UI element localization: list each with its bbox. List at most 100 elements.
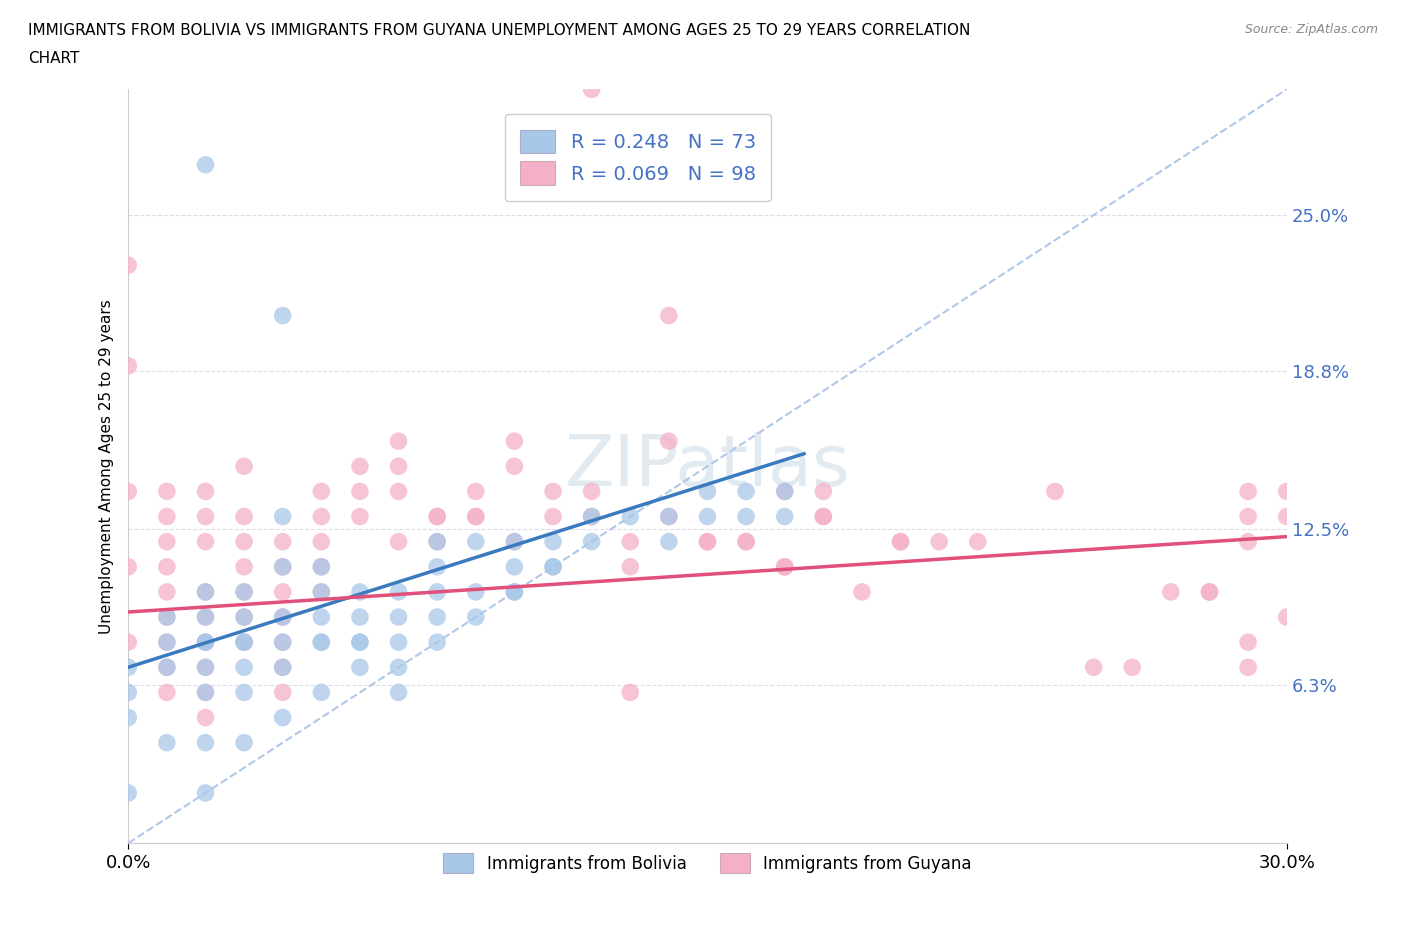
Point — [271, 634, 294, 649]
Point — [271, 584, 294, 599]
Point — [1160, 584, 1182, 599]
Point — [773, 484, 796, 498]
Point — [541, 559, 564, 574]
Point — [464, 509, 486, 524]
Point — [271, 534, 294, 549]
Point — [194, 660, 217, 675]
Point — [117, 258, 139, 272]
Point — [117, 786, 139, 801]
Point — [233, 584, 256, 599]
Point — [194, 685, 217, 700]
Point — [1198, 584, 1220, 599]
Point — [851, 584, 873, 599]
Point — [1198, 584, 1220, 599]
Point — [194, 634, 217, 649]
Point — [194, 534, 217, 549]
Point — [233, 736, 256, 751]
Point — [1237, 509, 1260, 524]
Point — [233, 685, 256, 700]
Point — [271, 559, 294, 574]
Point — [387, 584, 409, 599]
Point — [271, 711, 294, 725]
Point — [156, 609, 179, 624]
Point — [194, 609, 217, 624]
Point — [813, 509, 835, 524]
Point — [156, 660, 179, 675]
Point — [773, 509, 796, 524]
Point — [311, 509, 333, 524]
Point — [349, 509, 371, 524]
Point — [696, 534, 718, 549]
Point — [426, 609, 449, 624]
Point — [387, 458, 409, 473]
Point — [619, 534, 641, 549]
Point — [271, 609, 294, 624]
Point — [194, 609, 217, 624]
Point — [813, 484, 835, 498]
Point — [156, 609, 179, 624]
Point — [387, 433, 409, 448]
Point — [271, 660, 294, 675]
Point — [349, 584, 371, 599]
Point — [194, 685, 217, 700]
Point — [156, 534, 179, 549]
Point — [619, 509, 641, 524]
Point — [156, 736, 179, 751]
Point — [387, 484, 409, 498]
Point — [426, 559, 449, 574]
Text: Source: ZipAtlas.com: Source: ZipAtlas.com — [1244, 23, 1378, 36]
Point — [311, 534, 333, 549]
Point — [117, 358, 139, 373]
Point — [311, 484, 333, 498]
Point — [1043, 484, 1066, 498]
Point — [233, 634, 256, 649]
Point — [464, 534, 486, 549]
Point — [581, 509, 603, 524]
Point — [503, 458, 526, 473]
Point — [581, 82, 603, 97]
Point — [1275, 609, 1298, 624]
Point — [890, 534, 912, 549]
Point — [658, 308, 681, 323]
Point — [426, 534, 449, 549]
Point — [464, 484, 486, 498]
Point — [1237, 484, 1260, 498]
Point — [966, 534, 988, 549]
Point — [696, 509, 718, 524]
Point — [619, 685, 641, 700]
Point — [194, 736, 217, 751]
Point — [194, 584, 217, 599]
Point — [1121, 660, 1143, 675]
Point — [194, 584, 217, 599]
Point — [271, 660, 294, 675]
Point — [658, 433, 681, 448]
Point — [233, 634, 256, 649]
Point — [658, 509, 681, 524]
Point — [311, 584, 333, 599]
Point — [813, 509, 835, 524]
Point — [156, 685, 179, 700]
Point — [773, 559, 796, 574]
Point — [233, 458, 256, 473]
Point — [387, 634, 409, 649]
Point — [194, 484, 217, 498]
Point — [271, 609, 294, 624]
Point — [311, 609, 333, 624]
Point — [194, 157, 217, 172]
Point — [349, 609, 371, 624]
Point — [503, 534, 526, 549]
Point — [233, 584, 256, 599]
Point — [387, 685, 409, 700]
Point — [117, 685, 139, 700]
Point — [581, 484, 603, 498]
Point — [1275, 484, 1298, 498]
Point — [1083, 660, 1105, 675]
Point — [271, 509, 294, 524]
Point — [387, 660, 409, 675]
Point — [1275, 509, 1298, 524]
Point — [658, 534, 681, 549]
Point — [194, 660, 217, 675]
Point — [156, 584, 179, 599]
Point — [464, 584, 486, 599]
Point — [581, 509, 603, 524]
